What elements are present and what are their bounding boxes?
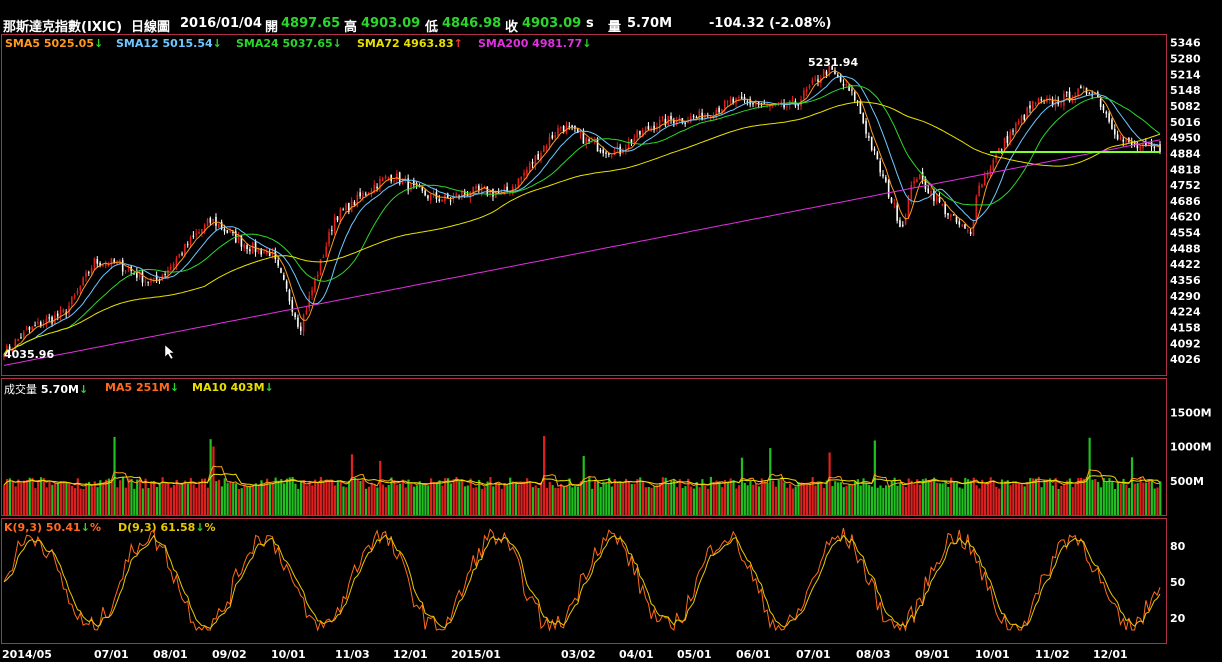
low-label: 低 — [425, 20, 439, 35]
price-tick-label: 4554 — [1170, 227, 1201, 240]
kd-tick-label: 50 — [1170, 576, 1186, 589]
high-value: 4903.09 — [361, 16, 421, 31]
price-tick-label: 4158 — [1170, 322, 1201, 335]
volume-value: 5.70M — [627, 16, 673, 31]
open-value: 4897.65 — [281, 16, 341, 31]
legend-vol-ma10: MA10 403M↓ — [192, 381, 274, 394]
kd-panel[interactable]: K(9,3) 50.41↓% D(9,3) 61.58↓% — [1, 518, 1167, 644]
kd-tick-label: 20 — [1170, 612, 1186, 625]
legend-sma200: SMA200 4981.77↓ — [478, 37, 592, 50]
index-title: 那斯達克指數(IXIC) — [3, 20, 123, 35]
legend-sma24: SMA24 5037.65↓ — [236, 37, 342, 50]
close-label: 收 — [505, 20, 519, 35]
volume-label: 量 — [608, 20, 622, 35]
price-tick-label: 4752 — [1170, 179, 1201, 192]
price-tick-label: 4092 — [1170, 337, 1201, 350]
volume-tick-label: 1500M — [1170, 407, 1212, 420]
period-label: 日線圖 — [131, 20, 171, 35]
price-tick-label: 4950 — [1170, 132, 1201, 145]
legend-vol-ma5: MA5 251M↓ — [105, 381, 180, 394]
legend-sma12: SMA12 5015.54↓ — [116, 37, 222, 50]
high-label: 高 — [344, 20, 358, 35]
quote-date: 2016/01/04 — [180, 16, 262, 31]
x-tick-label: 10/01 — [975, 648, 1010, 661]
chart-header: 那斯達克指數(IXIC) 日線圖 2016/01/04 開 4897.65 高 … — [0, 0, 1222, 35]
volume-tick-label: 500M — [1170, 475, 1204, 488]
close-suffix: s — [586, 16, 594, 31]
x-tick-label: 04/01 — [619, 648, 654, 661]
price-tick-label: 4884 — [1170, 147, 1201, 160]
price-tick-label: 5082 — [1170, 100, 1201, 113]
legend-volume: 成交量 5.70M↓ — [4, 383, 89, 396]
x-tick-label: 09/02 — [212, 648, 247, 661]
x-tick-label: 05/01 — [677, 648, 712, 661]
close-value: 4903.09 — [522, 16, 582, 31]
price-tick-label: 4488 — [1170, 242, 1201, 255]
x-tick-label: 2015/01 — [451, 648, 501, 661]
price-tick-label: 5214 — [1170, 68, 1201, 81]
x-tick-label: 12/01 — [1093, 648, 1128, 661]
x-tick-label: 08/01 — [153, 648, 188, 661]
change-value: -104.32 (-2.08%) — [709, 16, 832, 31]
x-tick-label: 09/01 — [915, 648, 950, 661]
legend-sma72: SMA72 4963.83↑ — [357, 37, 463, 50]
price-tick-label: 4224 — [1170, 306, 1201, 319]
price-tick-label: 5016 — [1170, 116, 1201, 129]
open-label: 開 — [265, 20, 279, 35]
price-tick-label: 5148 — [1170, 84, 1201, 97]
x-tick-label: 06/01 — [736, 648, 771, 661]
x-tick-label: 03/02 — [561, 648, 596, 661]
legend-d: D(9,3) 61.58↓% — [118, 521, 216, 534]
price-tick-label: 4356 — [1170, 274, 1201, 287]
legend-sma5: SMA5 5025.05↓ — [5, 37, 104, 50]
kd-tick-label: 80 — [1170, 540, 1186, 553]
price-tick-label: 4026 — [1170, 353, 1201, 366]
price-tick-label: 4422 — [1170, 258, 1201, 271]
x-tick-label: 08/03 — [856, 648, 891, 661]
volume-tick-label: 1000M — [1170, 441, 1212, 454]
price-tick-label: 4818 — [1170, 163, 1201, 176]
volume-panel[interactable]: 成交量 5.70M↓ MA5 251M↓ MA10 403M↓ — [1, 378, 1167, 516]
x-tick-label: 10/01 — [271, 648, 306, 661]
price-panel[interactable]: SMA5 5025.05↓ SMA12 5015.54↓ SMA24 5037.… — [1, 34, 1167, 376]
price-tick-label: 4290 — [1170, 290, 1201, 303]
x-tick-label: 2014/05 — [2, 648, 52, 661]
price-tick-label: 4620 — [1170, 211, 1201, 224]
price-tick-label: 5280 — [1170, 52, 1201, 65]
x-tick-label: 11/02 — [1035, 648, 1070, 661]
x-tick-label: 11/03 — [335, 648, 370, 661]
x-tick-label: 07/01 — [796, 648, 831, 661]
price-tick-label: 5346 — [1170, 37, 1201, 50]
x-tick-label: 12/01 — [393, 648, 428, 661]
legend-k: K(9,3) 50.41↓% — [4, 521, 101, 534]
low-value: 4846.98 — [442, 16, 502, 31]
x-tick-label: 07/01 — [94, 648, 129, 661]
price-tick-label: 4686 — [1170, 195, 1201, 208]
